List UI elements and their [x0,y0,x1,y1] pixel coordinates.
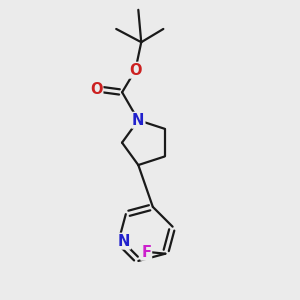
Text: F: F [141,245,151,260]
Text: N: N [132,113,145,128]
Text: O: O [129,63,142,78]
Text: O: O [90,82,102,97]
Text: N: N [118,234,130,249]
